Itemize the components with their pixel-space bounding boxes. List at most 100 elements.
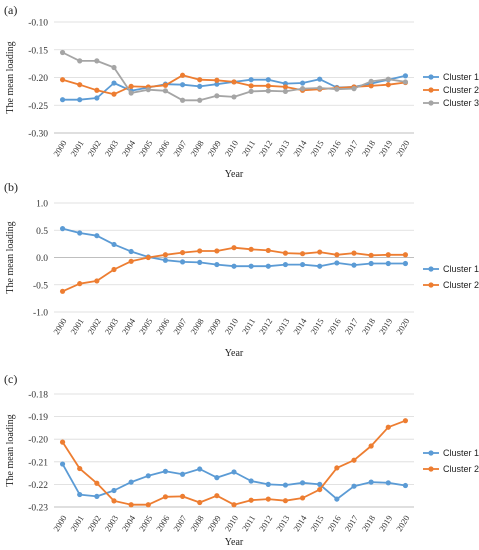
data-point bbox=[128, 258, 134, 264]
x-tick-label: 2011 bbox=[240, 138, 257, 157]
data-point bbox=[179, 471, 186, 477]
data-point bbox=[248, 88, 254, 94]
data-point bbox=[59, 77, 66, 83]
data-point bbox=[248, 478, 254, 484]
data-point bbox=[111, 91, 117, 97]
data-point bbox=[385, 424, 391, 430]
data-point bbox=[299, 251, 306, 257]
data-point bbox=[265, 496, 271, 502]
data-point bbox=[385, 480, 391, 486]
x-tick-label: 2019 bbox=[377, 138, 394, 158]
x-tick-label: 2020 bbox=[394, 513, 411, 533]
x-tick-label: 2020 bbox=[394, 316, 411, 336]
data-point bbox=[299, 80, 306, 86]
x-tick-label: 2018 bbox=[360, 513, 377, 533]
x-tick-label: 2005 bbox=[137, 138, 154, 158]
data-point bbox=[334, 260, 340, 266]
y-tick-label: -0.22 bbox=[28, 481, 48, 491]
x-tick-label: 2011 bbox=[240, 513, 257, 532]
data-point bbox=[77, 281, 83, 287]
data-point bbox=[317, 486, 323, 493]
data-point bbox=[299, 480, 306, 486]
data-point bbox=[248, 77, 254, 83]
data-point bbox=[179, 82, 186, 88]
data-point bbox=[368, 78, 374, 84]
x-tick-label: 2010 bbox=[223, 316, 240, 336]
data-point bbox=[231, 502, 237, 508]
x-tick-label: 2015 bbox=[308, 316, 325, 336]
y-tick-label: -0.20 bbox=[28, 436, 48, 446]
x-tick-label: 2002 bbox=[85, 316, 102, 336]
data-point bbox=[351, 86, 357, 92]
x-tick-label: 2020 bbox=[394, 138, 411, 158]
legend-marker bbox=[428, 87, 434, 93]
data-point bbox=[265, 481, 271, 487]
legend-marker bbox=[428, 74, 434, 80]
data-point bbox=[385, 82, 391, 88]
data-point bbox=[231, 79, 237, 85]
data-point bbox=[128, 479, 134, 485]
legend-marker bbox=[428, 266, 434, 272]
data-point bbox=[77, 230, 83, 236]
data-point bbox=[128, 83, 134, 89]
x-tick-label: 2001 bbox=[68, 316, 85, 336]
x-tick-label: 2019 bbox=[377, 513, 394, 533]
y-tick-label: -0.21 bbox=[28, 458, 48, 468]
series-line-1 bbox=[61, 463, 406, 501]
data-point bbox=[248, 263, 254, 269]
x-tick-label: 2007 bbox=[171, 316, 188, 336]
x-tick-label: 2001 bbox=[68, 513, 85, 533]
y-tick-label: -0.19 bbox=[28, 413, 48, 423]
x-tick-label: 2016 bbox=[325, 513, 342, 533]
x-tick-label: 2009 bbox=[205, 138, 222, 158]
data-point bbox=[94, 233, 100, 239]
data-point bbox=[94, 58, 100, 64]
data-point bbox=[111, 487, 117, 494]
x-tick-label: 2000 bbox=[51, 138, 68, 158]
y-tick-label: -0.5 bbox=[33, 281, 48, 291]
x-tick-label: 2007 bbox=[171, 513, 188, 533]
data-point bbox=[162, 494, 169, 500]
legend-entry-1: Cluster 1 bbox=[423, 264, 479, 274]
data-point bbox=[145, 502, 151, 508]
legend-marker bbox=[428, 100, 434, 106]
data-point bbox=[128, 90, 134, 96]
x-axis-title: Year bbox=[225, 169, 244, 180]
data-point bbox=[282, 498, 289, 504]
x-tick-label: 2002 bbox=[85, 138, 102, 158]
x-tick-label: 2012 bbox=[257, 513, 274, 533]
x-axis-title: Year bbox=[225, 348, 244, 359]
data-point bbox=[299, 495, 306, 501]
data-point bbox=[334, 252, 340, 258]
data-point bbox=[265, 247, 271, 254]
panel-label: (a) bbox=[4, 3, 17, 17]
data-point bbox=[351, 483, 357, 489]
legend-label: Cluster 2 bbox=[443, 280, 479, 290]
legend-entry-1: Cluster 1 bbox=[423, 448, 479, 458]
y-axis-title: The mean loading bbox=[5, 41, 16, 113]
data-point bbox=[248, 497, 254, 503]
legend-label: Cluster 1 bbox=[443, 72, 479, 82]
legend-label: Cluster 1 bbox=[443, 264, 479, 274]
data-point bbox=[265, 88, 271, 94]
x-tick-label: 2008 bbox=[188, 316, 205, 336]
data-point bbox=[231, 94, 237, 100]
data-point bbox=[162, 82, 169, 88]
x-tick-label: 2013 bbox=[274, 513, 291, 533]
x-tick-label: 2003 bbox=[103, 138, 120, 158]
data-point bbox=[214, 248, 220, 254]
data-point bbox=[214, 493, 220, 499]
x-tick-label: 2006 bbox=[154, 316, 171, 336]
data-point bbox=[385, 252, 391, 258]
x-tick-label: 2015 bbox=[308, 513, 325, 533]
data-point bbox=[368, 443, 374, 449]
data-point bbox=[197, 259, 203, 266]
data-point bbox=[145, 473, 151, 479]
y-tick-label: -0.23 bbox=[28, 504, 48, 514]
x-tick-label: 2012 bbox=[257, 138, 274, 158]
legend-entry-2: Cluster 2 bbox=[423, 464, 479, 474]
data-point bbox=[111, 64, 117, 71]
data-point bbox=[265, 83, 271, 89]
data-point bbox=[214, 81, 220, 87]
